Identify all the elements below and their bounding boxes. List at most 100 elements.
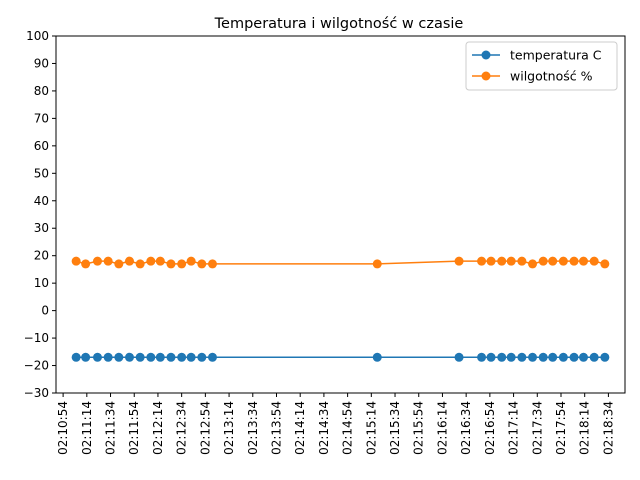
legend-box [465, 41, 618, 91]
x-tick-label: 02:17:54 [554, 401, 568, 455]
data-point [558, 352, 568, 362]
x-tick-label: 02:14:54 [341, 401, 355, 455]
data-point [477, 352, 487, 362]
data-point [538, 352, 548, 362]
legend-marker-1 [481, 71, 491, 81]
data-point [506, 256, 516, 266]
data-point [135, 259, 145, 269]
data-point [579, 256, 589, 266]
data-point [528, 352, 538, 362]
y-tick-label: 40 [34, 194, 49, 208]
x-tick-label: 02:13:34 [246, 401, 260, 455]
x-tick-label: 02:11:14 [80, 401, 94, 455]
data-point [589, 352, 599, 362]
x-tick-label: 02:12:54 [198, 401, 212, 455]
data-point [538, 256, 548, 266]
data-point [197, 259, 207, 269]
x-tick-label: 02:18:34 [601, 401, 615, 455]
y-tick-label: 10 [34, 276, 49, 290]
y-tick-label: 20 [34, 249, 49, 263]
data-point [454, 256, 464, 266]
data-point [454, 352, 464, 362]
data-point [124, 256, 134, 266]
data-point [497, 256, 507, 266]
data-point [166, 352, 176, 362]
data-point [528, 259, 538, 269]
data-point [506, 352, 516, 362]
legend-label-1: wilgotność % [510, 69, 593, 84]
data-point [497, 352, 507, 362]
data-point [146, 256, 156, 266]
data-point [71, 256, 81, 266]
data-point [558, 256, 568, 266]
data-point [517, 256, 527, 266]
x-tick-label: 02:10:54 [56, 401, 70, 455]
legend-label-0: temperatura C [510, 48, 602, 63]
plot-area: −30 −20 −10 0 10 20 30 40 50 60 70 80 90 100 02:10:54 0… [24, 29, 626, 455]
y-tick-label: 70 [34, 111, 49, 125]
data-point [486, 256, 496, 266]
x-tick-label: 02:15:34 [388, 401, 402, 455]
data-point [579, 352, 589, 362]
data-point [81, 352, 91, 362]
data-point [600, 259, 610, 269]
data-point [135, 352, 145, 362]
data-point [486, 352, 496, 362]
data-point [166, 259, 176, 269]
y-tick-label: 30 [34, 221, 49, 235]
data-point [155, 256, 165, 266]
chart-title: Temperatura i wilgotność w czasie [214, 16, 464, 32]
axes-frame [55, 35, 626, 394]
data-point [81, 259, 91, 269]
data-point [548, 256, 558, 266]
x-tick-label: 02:14:34 [317, 401, 331, 455]
data-point [548, 352, 558, 362]
data-point [114, 352, 124, 362]
legend-marker-0 [481, 50, 491, 60]
x-tick-label: 02:12:14 [151, 401, 165, 455]
data-point [71, 352, 81, 362]
x-tick-label: 02:11:34 [104, 401, 118, 455]
x-tick-label: 02:15:54 [412, 401, 426, 455]
data-point [207, 259, 217, 269]
data-point [114, 259, 124, 269]
y-tick-label: 50 [34, 166, 49, 180]
y-tick-label: −20 [24, 359, 49, 373]
x-tick-label: 02:12:34 [175, 401, 189, 455]
data-point [569, 256, 579, 266]
data-point [177, 352, 187, 362]
y-tick-label: 80 [34, 84, 49, 98]
data-point [155, 352, 165, 362]
data-point [517, 352, 527, 362]
data-point [589, 256, 599, 266]
data-point [124, 352, 134, 362]
y-tick-label: −30 [24, 386, 49, 400]
data-point [186, 256, 196, 266]
y-tick-label: −10 [24, 331, 49, 345]
x-tick-label: 02:13:54 [269, 401, 283, 455]
x-tick-label: 02:13:14 [222, 401, 236, 455]
x-tick-label: 02:11:54 [127, 401, 141, 455]
y-tick-label: 60 [34, 139, 49, 153]
x-tick-label: 02:17:34 [530, 401, 544, 455]
x-tick-label: 02:14:14 [293, 401, 307, 455]
data-point [186, 352, 196, 362]
x-tick-label: 02:16:14 [435, 401, 449, 455]
data-point [146, 352, 156, 362]
x-tick-label: 02:16:34 [459, 401, 473, 455]
y-tick-label: 90 [34, 56, 49, 70]
data-point [207, 352, 217, 362]
legend: temperatura C wilgotność % [465, 41, 618, 91]
data-point [92, 256, 102, 266]
data-point [600, 352, 610, 362]
data-point [372, 259, 382, 269]
data-point [103, 352, 113, 362]
data-point [197, 352, 207, 362]
data-point [372, 352, 382, 362]
x-tick-label: 02:17:14 [507, 401, 521, 455]
data-point [92, 352, 102, 362]
data-point [177, 259, 187, 269]
data-point [569, 352, 579, 362]
x-tick-label: 02:18:14 [578, 401, 592, 455]
